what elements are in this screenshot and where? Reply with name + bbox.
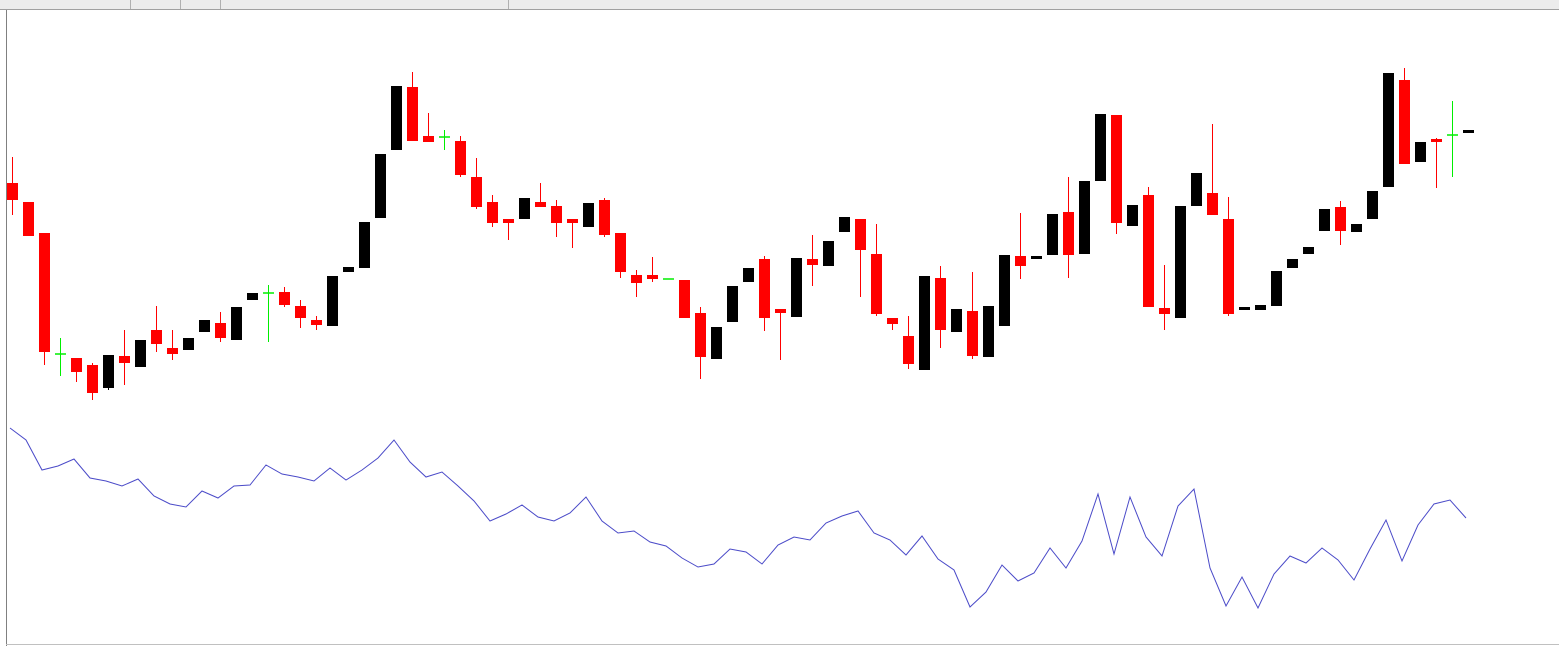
- candle-body: [471, 177, 482, 207]
- candle-body: [519, 198, 530, 219]
- candle-body: [1335, 207, 1346, 231]
- candle-body: [1367, 191, 1378, 219]
- candle-body: [1239, 307, 1250, 310]
- candle-body: [87, 365, 98, 393]
- candle-body: [119, 356, 130, 363]
- candle-body: [39, 233, 50, 352]
- candle-body: [279, 292, 290, 305]
- indicator-line: [9, 427, 1467, 610]
- candle-body: [695, 313, 706, 357]
- candle-body: [391, 86, 402, 150]
- candle-body: [759, 259, 770, 318]
- toolbar: [0, 0, 1559, 9]
- candle-body: [1063, 212, 1074, 255]
- candle-body: [103, 355, 114, 388]
- candle-body: [1271, 271, 1282, 306]
- candle-body: [1207, 193, 1218, 215]
- candle-body: [343, 267, 354, 272]
- candle-body: [295, 306, 306, 318]
- candle-body: [1223, 219, 1234, 314]
- candle-body: [71, 358, 82, 372]
- candle-body: [231, 307, 242, 340]
- candle-body: [567, 219, 578, 223]
- candle-body: [599, 200, 610, 235]
- candle-body: [1079, 181, 1090, 254]
- candle-body: [807, 259, 818, 265]
- candle-body: [487, 202, 498, 223]
- candle-body: [791, 258, 802, 317]
- candle-body: [1191, 173, 1202, 206]
- candle-body: [1175, 206, 1186, 318]
- candle-body: [1255, 305, 1266, 310]
- candle-body: [743, 268, 754, 282]
- candle-body: [1351, 224, 1362, 232]
- candle-body: [711, 327, 722, 359]
- candle-body: [1159, 308, 1170, 314]
- candle-body: [327, 276, 338, 326]
- candle-body: [423, 136, 434, 142]
- candle-body: [359, 222, 370, 268]
- candle-body: [167, 348, 178, 354]
- candle-body: [887, 318, 898, 324]
- candle-body: [247, 293, 258, 300]
- candle-body: [583, 203, 594, 227]
- candle-body: [1415, 142, 1426, 162]
- candle-body: [1399, 80, 1410, 164]
- candle-body: [647, 275, 658, 279]
- candle-body: [183, 338, 194, 350]
- candle-body: [727, 286, 738, 322]
- candle-body: [871, 254, 882, 314]
- candle-body: [151, 330, 162, 344]
- candle-body: [967, 311, 978, 356]
- candle-body: [1111, 115, 1122, 223]
- candle-body: [631, 275, 642, 283]
- candle-body: [919, 276, 930, 370]
- candle-body: [407, 87, 418, 141]
- candle-body: [1095, 114, 1106, 181]
- candle-body: [775, 309, 786, 313]
- candle-body: [1463, 130, 1474, 133]
- candle-body: [1383, 73, 1394, 187]
- candle-body: [615, 233, 626, 272]
- candle-body: [903, 336, 914, 364]
- candle-body: [679, 280, 690, 318]
- candle-body: [855, 219, 866, 250]
- candle-body: [375, 154, 386, 218]
- candle-body: [1319, 209, 1330, 231]
- candle-body: [1431, 139, 1442, 142]
- candle-body: [455, 141, 466, 175]
- candle-body: [1303, 247, 1314, 254]
- candle-body: [135, 340, 146, 367]
- candle-body: [1031, 256, 1042, 259]
- candle-body: [935, 278, 946, 330]
- candle-body: [1047, 214, 1058, 255]
- candle-body: [199, 320, 210, 332]
- candle-body: [983, 306, 994, 357]
- candle-body: [999, 255, 1010, 326]
- candle-body: [1015, 256, 1026, 266]
- candle-body: [951, 309, 962, 332]
- candle-body: [551, 206, 562, 223]
- candle-body: [823, 241, 834, 266]
- candle-body: [23, 202, 34, 236]
- candle-body: [215, 323, 226, 338]
- candle-body: [7, 183, 18, 200]
- candle-body: [1127, 205, 1138, 226]
- candle-body: [311, 320, 322, 325]
- candle-body: [535, 202, 546, 207]
- candle-body: [503, 219, 514, 223]
- candle-body: [1287, 259, 1298, 268]
- candle-body: [1143, 195, 1154, 307]
- candle-body: [839, 217, 850, 232]
